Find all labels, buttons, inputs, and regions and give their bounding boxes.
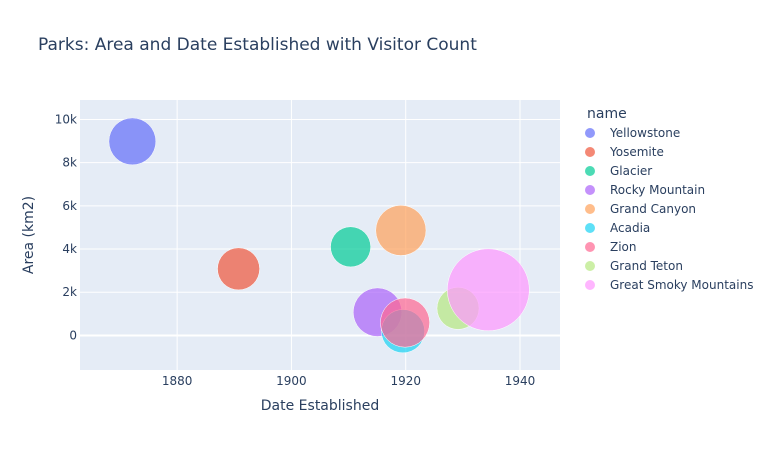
chart-title: Parks: Area and Date Established with Vi… <box>38 35 477 55</box>
x-tick-label: 1880 <box>162 374 193 388</box>
legend-marker <box>585 223 595 233</box>
legend-marker <box>585 185 595 195</box>
legend[interactable]: Yellowstone Yosemite Glacier Rocky Mountain… <box>585 126 753 292</box>
legend-item[interactable]: Grand Canyon <box>585 202 696 216</box>
x-tick-label: 1900 <box>276 374 307 388</box>
y-tick-label: 10k <box>55 112 77 126</box>
legend-label: Acadia <box>610 221 650 235</box>
legend-item[interactable]: Acadia <box>585 221 650 235</box>
bubble-6 <box>380 297 430 348</box>
legend-item[interactable]: Rocky Mountain <box>585 183 705 197</box>
legend-label: Rocky Mountain <box>610 183 705 197</box>
bubble-2 <box>330 226 371 268</box>
y-tick-label: 2k <box>62 285 77 299</box>
legend-item[interactable]: Zion <box>585 240 637 254</box>
x-tick-label: 1920 <box>390 374 421 388</box>
bubble-0 <box>108 117 157 166</box>
legend-item[interactable]: Yosemite <box>585 145 664 159</box>
legend-title: name <box>587 106 627 122</box>
legend-item[interactable]: Glacier <box>585 164 652 178</box>
legend-marker <box>585 166 595 176</box>
bubble-1 <box>217 247 260 291</box>
legend-item[interactable]: Yellowstone <box>585 126 680 140</box>
legend-label: Glacier <box>610 164 652 178</box>
legend-item[interactable]: Grand Teton <box>585 259 683 273</box>
bubble-4 <box>375 205 427 256</box>
legend-label: Grand Teton <box>610 259 683 273</box>
legend-marker <box>585 128 595 138</box>
bubbles <box>108 117 530 354</box>
legend-marker <box>585 280 595 290</box>
legend-label: Great Smoky Mountains <box>610 278 753 292</box>
x-axis-ticks: 1880 1900 1920 1940 <box>162 374 535 388</box>
x-tick-label: 1940 <box>505 374 536 388</box>
y-axis-title: Area (km2) <box>21 196 37 274</box>
y-tick-label: 4k <box>62 242 77 256</box>
y-tick-label: 0 <box>69 328 77 342</box>
legend-label: Zion <box>610 240 637 254</box>
y-axis-ticks: 0 2k 4k 6k 8k 10k <box>55 112 77 342</box>
legend-marker <box>585 204 595 214</box>
x-axis-title: Date Established <box>261 398 379 414</box>
y-tick-label: 6k <box>62 199 77 213</box>
legend-marker <box>585 261 595 271</box>
bubble-8 <box>447 248 530 332</box>
legend-marker <box>585 147 595 157</box>
y-tick-label: 8k <box>62 156 77 170</box>
legend-label: Yosemite <box>609 145 664 159</box>
legend-label: Grand Canyon <box>610 202 696 216</box>
legend-label: Yellowstone <box>609 126 680 140</box>
legend-marker <box>585 242 595 252</box>
legend-item[interactable]: Great Smoky Mountains <box>585 278 753 292</box>
